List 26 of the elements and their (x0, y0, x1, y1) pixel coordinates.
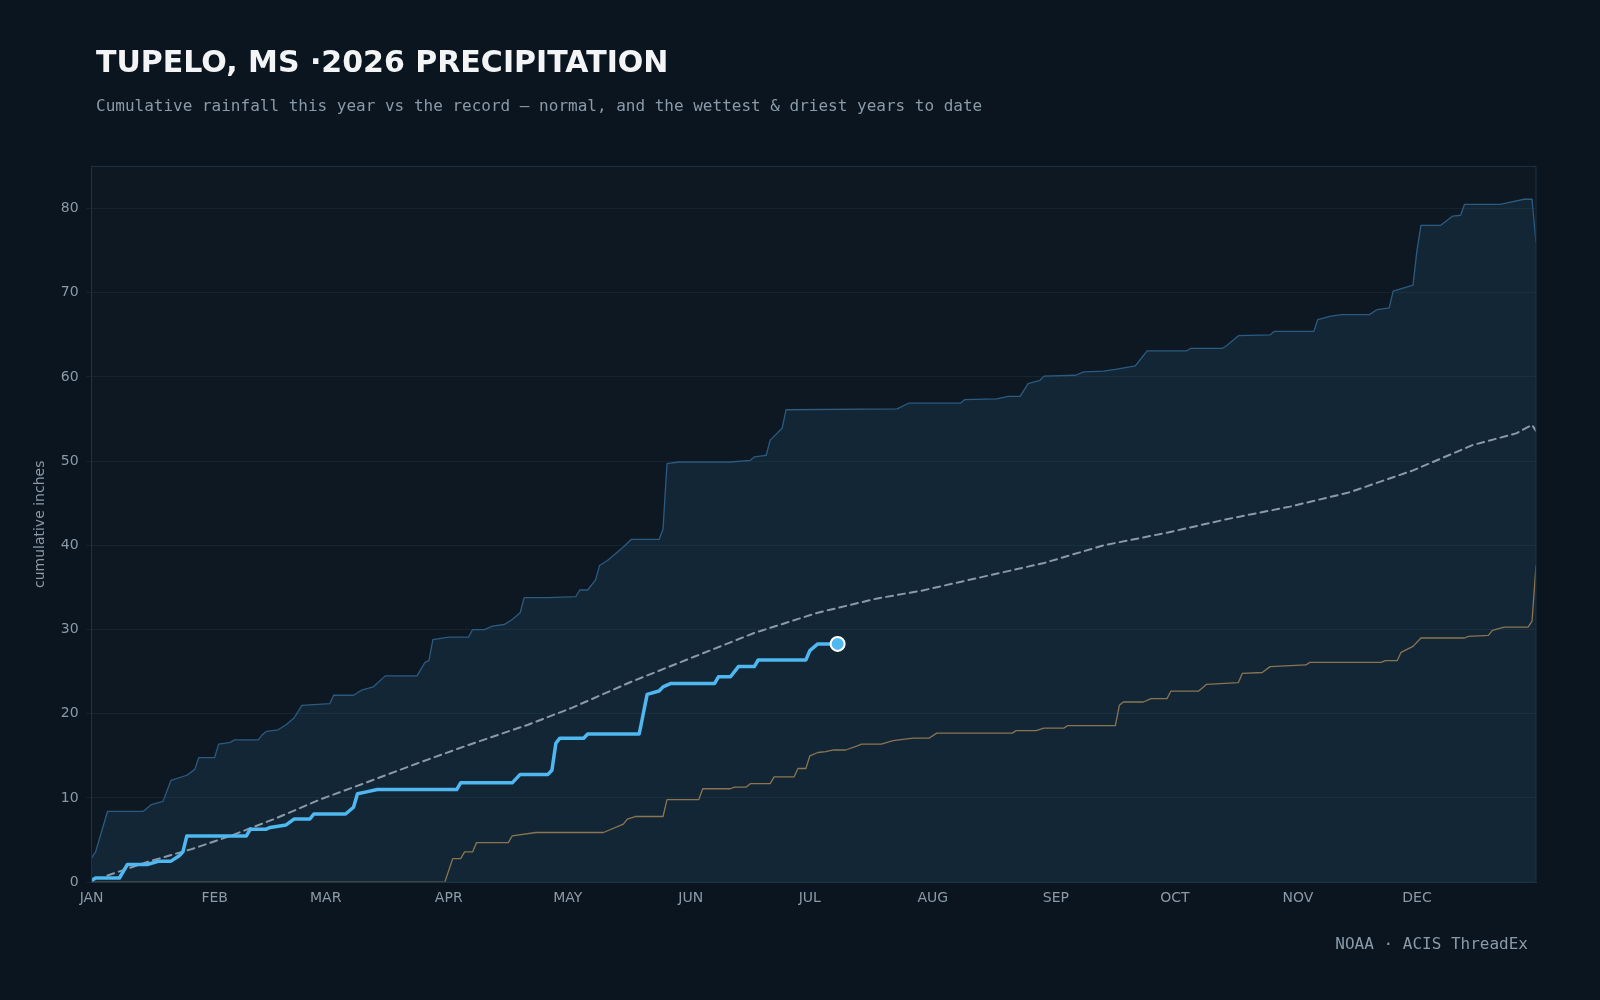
y-tick-label: 30 (60, 620, 79, 637)
text: NOAA · ACIS ThreadEx (1335, 934, 1528, 953)
x-tick-label: OCT (1160, 889, 1191, 906)
y-tick-label: 80 (60, 199, 79, 216)
x-tick-label: JUL (797, 889, 822, 906)
y-tick-label: 10 (60, 788, 79, 805)
x-tick-label: MAY (553, 889, 583, 906)
x-tick-label: MAR (310, 889, 342, 906)
chart-title: TUPELO, MS ·2026 PRECIPITATION (96, 44, 669, 79)
x-tick-label: SEP (1042, 889, 1069, 906)
x-tick-label: FEB (201, 889, 228, 906)
y-axis-title: cumulative inches (31, 460, 48, 589)
chart-subtitle: Cumulative rainfall this year vs the record — normal, and the wettest & driest years to date (96, 96, 983, 115)
x-tick-label: APR (434, 889, 463, 906)
y-tick-label: 40 (60, 535, 79, 552)
x-tick-label: NOV (1282, 889, 1314, 906)
y-tick-label: 50 (60, 451, 79, 468)
line-series (106, 423, 1536, 877)
y-tick-label: 20 (60, 704, 79, 721)
x-tick-label: JAN (78, 889, 104, 906)
y-tick-label: 0 (69, 872, 79, 889)
x-tick-label: JUN (677, 889, 704, 906)
y-tick-label: 70 (60, 283, 79, 300)
x-tick-label: AUG (917, 889, 949, 906)
x-tick-label: DEC (1402, 889, 1432, 906)
y-tick-label: 60 (60, 367, 79, 384)
